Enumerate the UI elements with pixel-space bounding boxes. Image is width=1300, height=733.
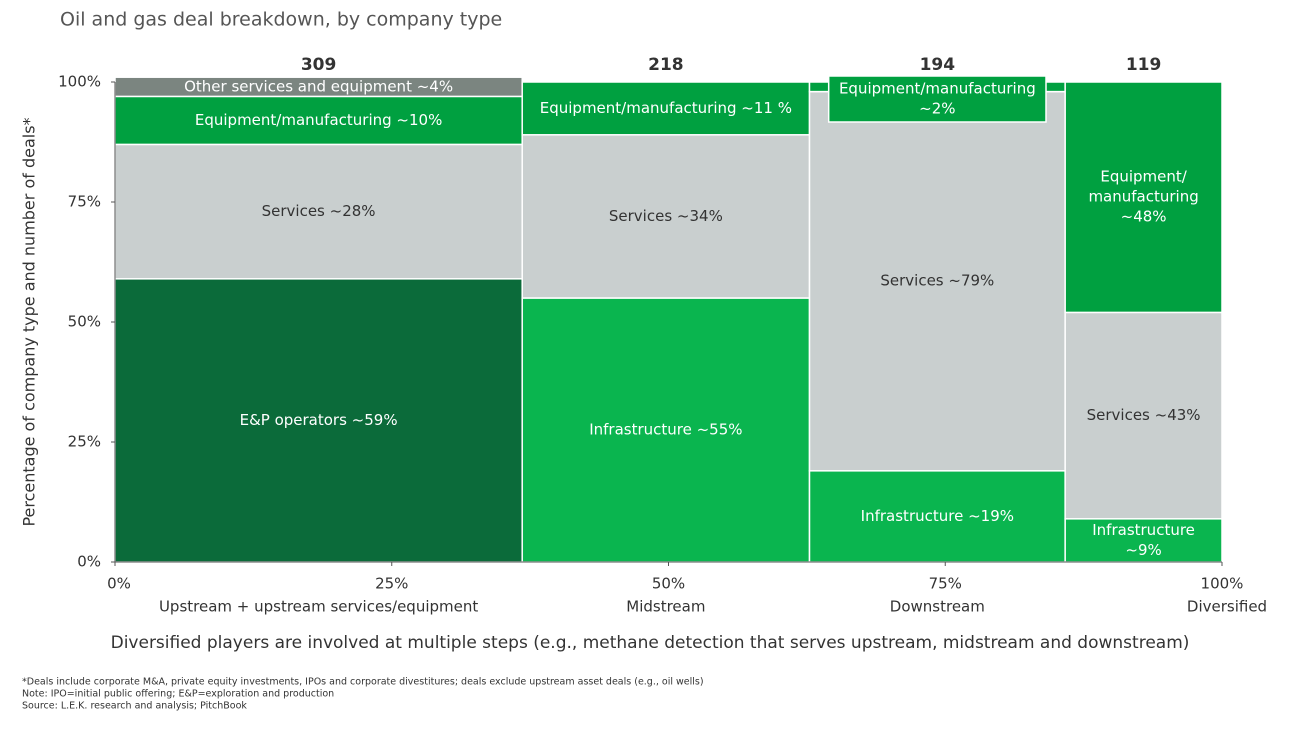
segment <box>1064 518 1223 563</box>
x-tick-label: 75% <box>929 575 962 593</box>
x-tick-label: 50% <box>652 575 685 593</box>
chart-title: Oil and gas deal breakdown, by company t… <box>60 9 502 31</box>
y-tick-label: 25% <box>68 433 101 451</box>
segment-label: Equipment/manufacturing ~10% <box>195 111 442 129</box>
callout-box <box>827 75 1047 123</box>
segment <box>521 297 811 563</box>
segment-label: manufacturing <box>1088 188 1198 206</box>
segment <box>808 90 1066 472</box>
column-name: Midstream <box>626 598 705 616</box>
segment <box>1064 311 1223 520</box>
column-name: Downstream <box>890 598 985 616</box>
segment-label: Equipment/ <box>1100 168 1187 186</box>
segment-label: Services ~79% <box>880 272 994 290</box>
segment-label: ~2% <box>919 100 955 118</box>
segment-label: Other services and equipment ~4% <box>184 77 453 95</box>
segment-label: E&P operators ~59% <box>240 411 398 429</box>
y-tick-label: 75% <box>68 193 101 211</box>
segment <box>808 470 1066 563</box>
x-tick-label: 0% <box>107 575 131 593</box>
segment <box>1064 81 1223 314</box>
segment-label: Infrastructure <box>1092 521 1195 539</box>
column-name: Diversified <box>1187 598 1267 616</box>
y-tick-label: 100% <box>58 73 101 91</box>
footnote: Source: L.E.K. research and analysis; Pi… <box>22 701 247 712</box>
segment-label: Infrastructure ~55% <box>589 421 742 439</box>
x-tick-label: 25% <box>375 575 408 593</box>
y-tick-label: 0% <box>77 553 101 571</box>
x-tick-label: 100% <box>1201 575 1244 593</box>
segment-label: Infrastructure ~19% <box>861 507 1014 525</box>
segment-label: Services ~34% <box>609 207 723 225</box>
segment <box>114 143 523 280</box>
caption: Diversified players are involved at mult… <box>111 633 1190 653</box>
y-axis-label: Percentage of company type and number of… <box>20 117 39 526</box>
segment-label: Equipment/manufacturing <box>839 80 1036 98</box>
column-total: 218 <box>648 55 684 75</box>
y-tick-label: 50% <box>68 313 101 331</box>
segment-label: Services ~28% <box>262 202 376 220</box>
segment-label: ~48% <box>1121 208 1167 226</box>
segment-label: Equipment/manufacturing ~11 % <box>540 99 792 117</box>
column-total: 119 <box>1126 55 1162 75</box>
column-total: 194 <box>920 55 956 75</box>
footnote: Note: IPO=initial public offering; E&P=e… <box>22 689 334 700</box>
column-name: Upstream + upstream services/equipment <box>159 598 478 616</box>
segment <box>521 134 811 299</box>
segment-label: Services ~43% <box>1087 406 1201 424</box>
segment <box>521 81 811 136</box>
column-total: 309 <box>301 55 337 75</box>
segment <box>114 278 523 563</box>
footnote: *Deals include corporate M&A, private eq… <box>22 677 704 688</box>
segment-label: ~9% <box>1125 541 1161 559</box>
